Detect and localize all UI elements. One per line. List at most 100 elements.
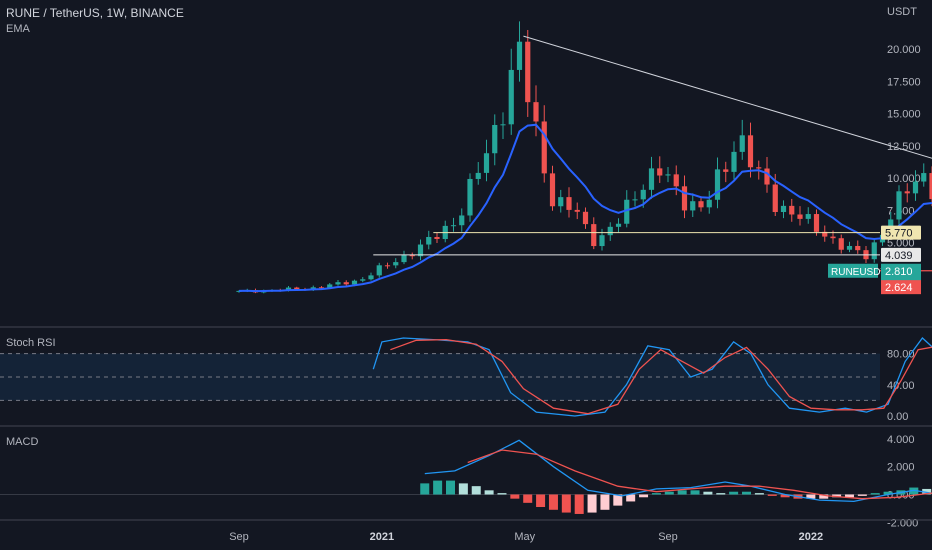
candle-body [846, 245, 853, 250]
candle-body [747, 135, 754, 168]
macd-histogram-bar [832, 494, 842, 498]
candle-body [483, 153, 490, 173]
candle-body [838, 238, 844, 250]
macd-histogram-bar [883, 491, 893, 495]
macd-line [424, 439, 932, 503]
candle-body [525, 41, 531, 103]
candle-body [599, 235, 605, 247]
macd-histogram-bar [471, 486, 481, 495]
time-tick-label: Sep [229, 531, 249, 543]
time-axis[interactable]: Sep2021MaySep2022MaySep2023May [229, 531, 932, 543]
candle-body [929, 173, 932, 200]
candle-body [450, 225, 457, 227]
candle-body [673, 174, 679, 187]
candle-body [426, 236, 432, 245]
ema-indicator-label[interactable]: EMA [6, 23, 30, 35]
time-tick-label: 2022 [799, 531, 823, 543]
candle-body [813, 214, 820, 232]
candle-body [549, 173, 556, 207]
macd-histogram-bar [767, 494, 777, 496]
macd-histogram-bar [458, 483, 468, 495]
candle-body [657, 168, 663, 176]
candle-body [384, 265, 391, 267]
candle-body [516, 41, 523, 70]
candle-body [624, 199, 630, 224]
macd-histogram-bar [922, 488, 932, 495]
symbol-badge [828, 263, 878, 278]
candle-body [830, 236, 836, 239]
ema-line [238, 123, 932, 293]
candle-body [607, 226, 613, 236]
macd-histogram-bar [664, 491, 674, 495]
macd-histogram-bar [742, 491, 752, 495]
candle-body [376, 265, 382, 276]
candle-body [591, 224, 597, 247]
candle-body [467, 178, 473, 216]
candle-body [327, 284, 333, 289]
macd-histogram-bar [510, 494, 520, 499]
time-tick-label: Sep [658, 531, 678, 543]
candle-body [904, 191, 910, 194]
candle-body [574, 209, 580, 212]
candle-body [698, 201, 704, 208]
candle-body [409, 254, 415, 257]
price-tick-label: 12.500 [887, 141, 921, 153]
candle-body [459, 215, 465, 226]
candle-body [632, 199, 638, 201]
macd-histogram-bar [626, 494, 636, 502]
macd-tick-label: 2.000 [887, 462, 915, 474]
macd-tick-label: -2.000 [887, 517, 918, 529]
macd-histogram-bar [703, 491, 713, 495]
candle-body [343, 282, 349, 285]
macd-histogram-bar [754, 493, 764, 495]
candle-body [500, 124, 506, 126]
level-tag-label: 5.770 [885, 228, 913, 240]
candle-body [294, 287, 300, 290]
candle-body [475, 172, 481, 179]
candle-body [541, 121, 547, 174]
candle-body [780, 205, 787, 213]
macd-histogram-bar [677, 490, 687, 495]
macd-histogram-bar [445, 480, 455, 495]
candle-body [690, 201, 696, 211]
candle-body [871, 242, 877, 260]
stoch-rsi-title[interactable]: Stoch RSI [6, 337, 56, 349]
price-tick-label: 10.000 [887, 173, 921, 185]
macd-title[interactable]: MACD [6, 436, 39, 448]
candle-body [896, 191, 902, 220]
symbol-badge-label: RUNEUSDT [831, 267, 887, 278]
macd-histogram-bar [870, 493, 880, 495]
candle-body [615, 223, 622, 227]
candle-body [822, 231, 828, 237]
candle-body [401, 254, 407, 263]
time-tick-label: May [514, 531, 535, 543]
candle-body [393, 262, 399, 266]
level-tag [881, 247, 921, 262]
low-price-label: 2.624 [885, 282, 913, 294]
candle-body [706, 199, 712, 208]
candle-body [648, 168, 655, 190]
macd-histogram-bar [536, 494, 546, 508]
price-pane[interactable]: 20.00017.50015.00012.50010.0007.5005.000… [236, 21, 932, 295]
macd-tick-label: 0.000 [887, 490, 915, 502]
candle-body [772, 184, 778, 213]
candle-body [360, 279, 366, 281]
macd-histogram-bar [780, 494, 790, 498]
candle-body [508, 69, 514, 125]
macd-histogram-bar [433, 480, 443, 495]
symbol-title[interactable]: RUNE / TetherUS, 1W, BINANCE [6, 6, 184, 20]
macd-histogram-bar [561, 494, 571, 513]
macd-pane[interactable]: 4.000 2.000 0.000 -2.000 [0, 434, 932, 529]
macd-histogram-bar [574, 494, 584, 514]
candle-body [285, 287, 292, 291]
price-tick-label: 5.000 [887, 238, 915, 250]
candle-body [335, 282, 341, 285]
level-tag [881, 225, 921, 240]
candle-body [368, 275, 374, 280]
candle-body [582, 211, 589, 225]
candle-body [731, 151, 737, 172]
candle-body [723, 169, 729, 172]
macd-histogram-bar [909, 487, 919, 495]
